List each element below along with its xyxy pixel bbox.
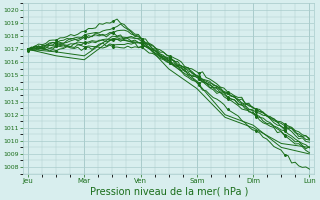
X-axis label: Pression niveau de la mer( hPa ): Pression niveau de la mer( hPa ) [90,187,248,197]
